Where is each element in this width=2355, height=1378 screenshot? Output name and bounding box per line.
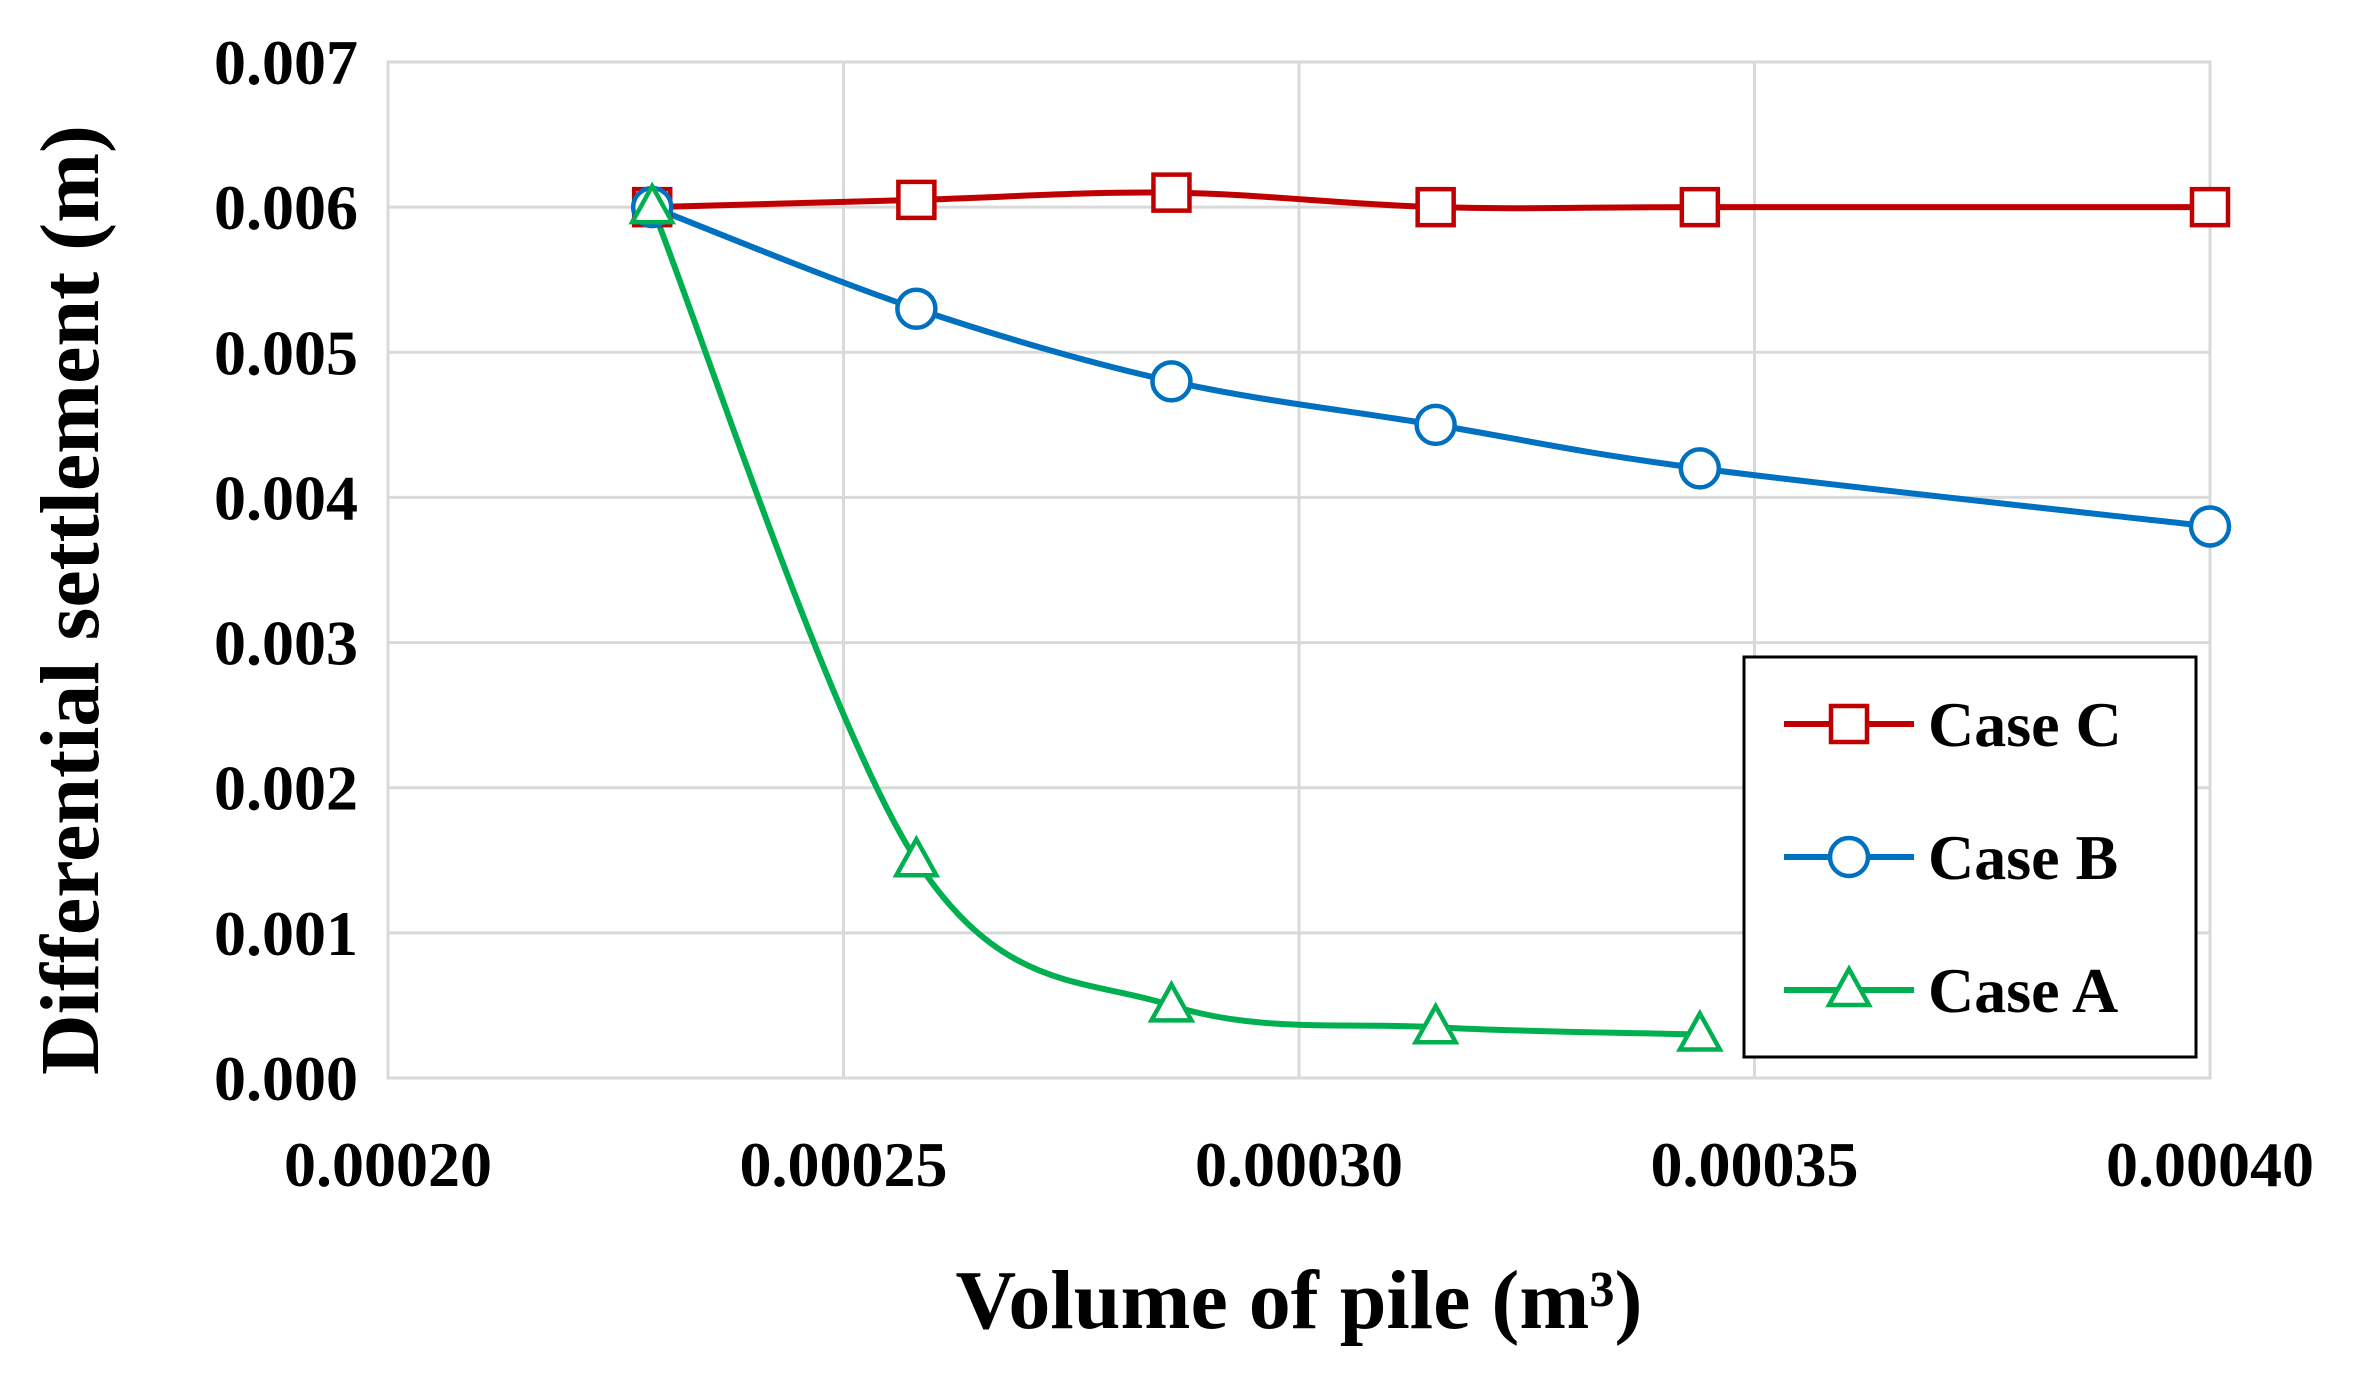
case-c-point xyxy=(896,179,937,221)
y-axis-tick-labels: 0.000 0.001 0.002 0.003 0.004 0.005 0.006 0.007 xyxy=(214,27,358,1114)
y-tick-label: 0.002 xyxy=(214,753,358,824)
case-b-point xyxy=(1678,447,1722,490)
case-a-point xyxy=(1411,1001,1460,1045)
case-c-point xyxy=(1415,186,1456,228)
case-a-line xyxy=(649,204,1703,1038)
x-tick-label: 0.00030 xyxy=(1195,1129,1403,1200)
y-axis-title: Differential settlement (m) xyxy=(24,125,117,1075)
case-c-point xyxy=(1679,186,1721,228)
y-tick-label: 0.000 xyxy=(214,1043,358,1114)
series-markers xyxy=(628,172,2232,1052)
case-a-point xyxy=(892,834,941,878)
legend-swatch-marker xyxy=(1828,703,1870,745)
legend-item-case-b: Case B xyxy=(1784,822,2118,893)
legend-label: Case B xyxy=(1928,822,2118,893)
y-tick-label: 0.003 xyxy=(214,608,358,679)
x-tick-label: 0.00020 xyxy=(284,1129,492,1200)
x-tick-label: 0.00035 xyxy=(1651,1129,1859,1200)
legend-swatch-marker xyxy=(1827,835,1871,879)
case-a-point xyxy=(1147,979,1196,1023)
x-tick-label: 0.00040 xyxy=(2106,1129,2314,1200)
case-c-point xyxy=(2189,186,2231,228)
case-b-point xyxy=(1414,403,1457,447)
case-b-point xyxy=(2188,505,2232,548)
case-c-line xyxy=(649,189,2213,212)
plot-area-border xyxy=(386,60,2212,1080)
x-tick-label: 0.00025 xyxy=(740,1129,948,1200)
y-tick-label: 0.005 xyxy=(214,317,358,388)
case-a-point xyxy=(1676,1008,1724,1052)
y-tick-label: 0.006 xyxy=(214,172,358,243)
y-tick-label: 0.007 xyxy=(214,27,358,98)
legend-label: Case C xyxy=(1928,689,2122,760)
y-tick-label: 0.004 xyxy=(214,462,358,533)
legend-label: Case A xyxy=(1928,955,2118,1026)
x-axis-title: Volume of pile (m³) xyxy=(955,1254,1642,1347)
legend-swatch-marker xyxy=(1825,964,1873,1008)
legend-item-case-c: Case C xyxy=(1784,689,2122,760)
x-axis-tick-labels: 0.00020 0.00025 0.00030 0.00035 0.00040 xyxy=(284,1129,2314,1200)
case-b-point xyxy=(1150,360,1193,403)
legend-item-case-a: Case A xyxy=(1784,955,2118,1026)
case-b-line xyxy=(649,204,2213,530)
case-b-point xyxy=(895,287,938,330)
legend: Case C Case B Case A xyxy=(1742,655,2198,1059)
y-tick-label: 0.001 xyxy=(214,898,358,969)
case-c-point xyxy=(1151,172,1192,213)
case-a-point xyxy=(628,181,677,225)
